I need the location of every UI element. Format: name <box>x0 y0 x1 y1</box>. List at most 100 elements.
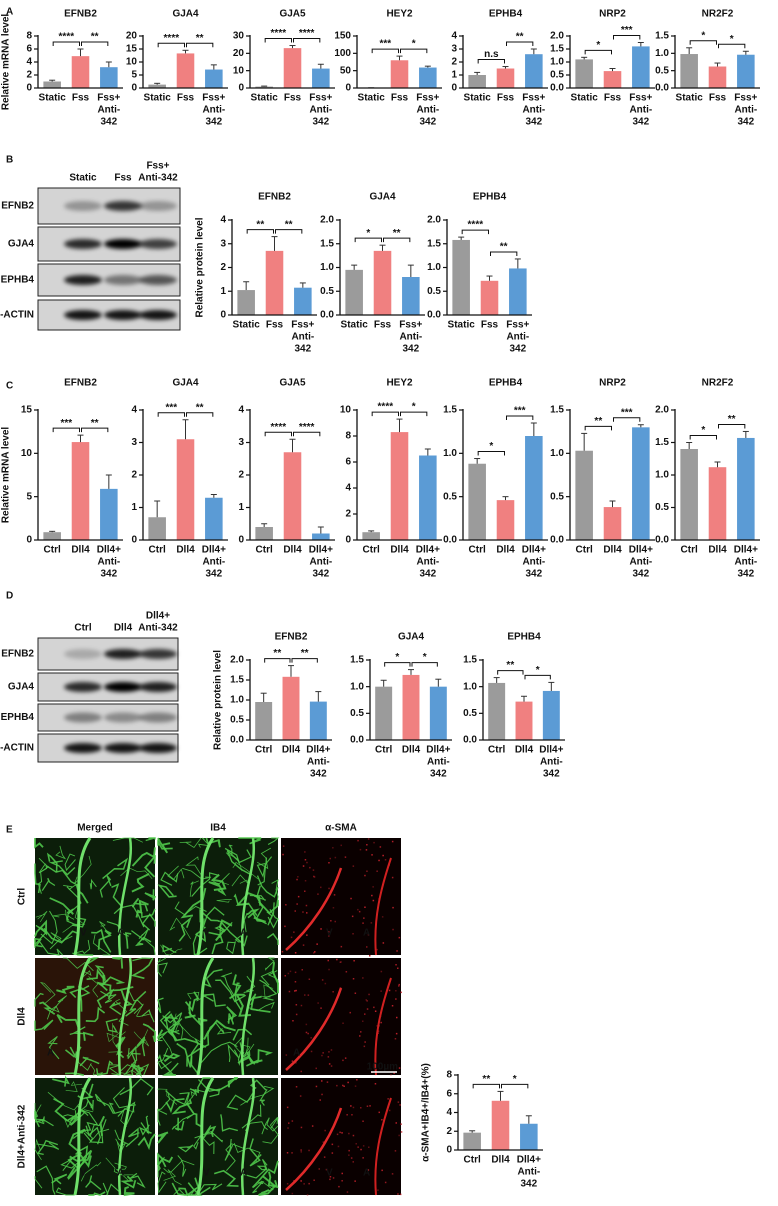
bar <box>100 488 118 540</box>
lane-label: Anti-342 <box>138 623 178 634</box>
vessel <box>113 904 145 928</box>
significance-bracket <box>275 229 303 234</box>
bar <box>680 54 698 88</box>
speckle <box>291 1152 293 1154</box>
speckle <box>310 1037 312 1039</box>
x-tick-label: 342 <box>632 117 649 128</box>
bar <box>708 467 727 540</box>
vessel <box>49 932 73 950</box>
vessel <box>85 1175 102 1191</box>
x-tick-label: 342 <box>509 344 526 355</box>
y-tick-label: 0.0 <box>230 735 244 746</box>
speckle <box>340 945 343 948</box>
speckle <box>395 1032 398 1035</box>
bar <box>390 60 409 88</box>
vessel-letter: A <box>363 928 370 939</box>
speckle <box>341 1180 343 1182</box>
speckle <box>400 1131 403 1133</box>
x-tick-label: Fss+ <box>291 320 314 331</box>
vessel <box>185 1090 196 1105</box>
y-tick-label: 1.0 <box>350 681 364 692</box>
x-tick-label: Fss <box>284 93 302 104</box>
vessel <box>37 866 50 894</box>
speckle <box>366 1105 369 1107</box>
vessel <box>108 1023 121 1053</box>
vessel-letter: V <box>80 1168 87 1179</box>
bar <box>255 702 273 740</box>
significance-label: * <box>412 39 416 50</box>
bar <box>71 56 90 88</box>
significance-label: n.s <box>484 49 499 60</box>
vessel <box>56 1013 80 1029</box>
vessel <box>137 1133 156 1151</box>
speckle <box>321 1093 323 1096</box>
speckle <box>390 1074 392 1076</box>
speckle <box>378 1111 380 1114</box>
vessel <box>226 1091 254 1110</box>
significance-bracket <box>186 412 214 417</box>
vessel <box>249 895 266 901</box>
speckle <box>352 1106 355 1109</box>
vessel <box>162 944 177 953</box>
speckle <box>372 886 374 888</box>
x-tick-label: Anti- <box>97 105 120 116</box>
speckle <box>365 849 368 851</box>
bar <box>480 280 499 315</box>
x-tick-label: Dll4+ <box>416 545 440 556</box>
y-tick-label: 0 <box>220 310 226 321</box>
y-tick-label: 4 <box>451 31 457 42</box>
chart-title: EPHB4 <box>473 192 507 203</box>
vessel <box>34 1138 42 1161</box>
speckle <box>328 1051 330 1053</box>
speckle <box>354 1180 356 1182</box>
vessel <box>52 1075 70 1087</box>
speckle <box>320 886 322 889</box>
speckle <box>292 1020 294 1022</box>
significance-bracket <box>371 48 399 54</box>
vessel-letter: A <box>117 928 124 939</box>
speckle <box>322 1052 324 1054</box>
speckle <box>352 933 354 935</box>
vessel <box>95 1060 114 1076</box>
bar <box>463 1132 481 1150</box>
speckle <box>324 982 327 985</box>
x-tick-label: Dll4 <box>491 1155 510 1166</box>
speckle <box>321 1080 323 1082</box>
significance-bracket <box>186 42 214 48</box>
vessel <box>163 1160 195 1173</box>
speckle <box>392 906 394 909</box>
vessel <box>185 1102 202 1128</box>
y-tick-label: 1.5 <box>427 238 441 249</box>
y-tick-label: 0.0 <box>350 735 364 746</box>
speckle <box>330 920 332 922</box>
x-tick-label: 342 <box>312 117 329 128</box>
speckle <box>370 922 373 924</box>
blot-band <box>139 743 177 753</box>
y-tick-label: 2.0 <box>427 215 441 226</box>
y-tick-label: 6 <box>26 44 32 55</box>
panel-label: E <box>6 825 13 836</box>
vessel <box>91 928 112 953</box>
x-tick-label: 342 <box>419 569 436 580</box>
speckle <box>363 1045 366 1048</box>
chart-title: EPHB4 <box>489 9 523 20</box>
speckle <box>328 968 330 971</box>
bar <box>176 53 195 88</box>
vessel <box>165 1090 190 1106</box>
vessel <box>34 1019 54 1031</box>
speckle <box>338 1185 340 1188</box>
vessel <box>259 1088 268 1106</box>
scale-bar-label: 100µm <box>367 1062 398 1073</box>
vessel <box>172 1013 203 1044</box>
speckle <box>357 1146 359 1148</box>
speckle <box>314 951 316 953</box>
bar <box>515 701 533 740</box>
micrograph-background <box>158 1078 278 1195</box>
speckle <box>313 1179 315 1181</box>
speckle <box>368 993 370 996</box>
vessel <box>90 1063 103 1076</box>
x-tick-label: Static <box>676 93 704 104</box>
blot-row-label: EFNB2 <box>1 201 34 212</box>
vessel <box>141 1009 155 1023</box>
